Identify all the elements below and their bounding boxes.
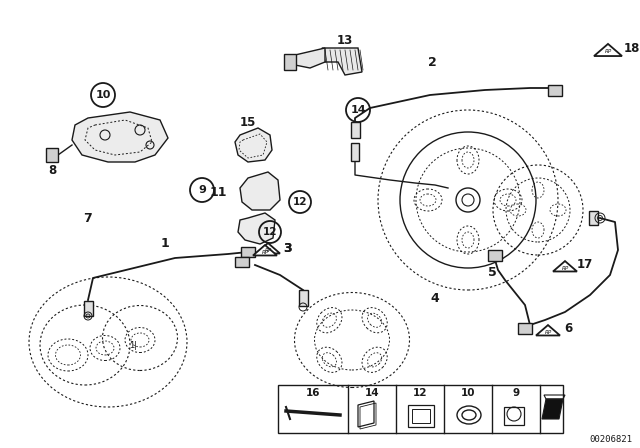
Bar	[278, 385, 563, 433]
Polygon shape	[594, 44, 622, 56]
Text: 15: 15	[240, 116, 256, 129]
FancyBboxPatch shape	[518, 323, 532, 333]
Text: 3: 3	[284, 241, 292, 254]
Text: 16: 16	[306, 388, 320, 398]
FancyBboxPatch shape	[298, 290, 307, 306]
Text: 9: 9	[198, 185, 206, 195]
Bar	[504, 407, 524, 425]
Text: 9: 9	[513, 388, 520, 398]
FancyBboxPatch shape	[351, 143, 359, 161]
Polygon shape	[542, 399, 563, 419]
Text: RP: RP	[264, 248, 271, 253]
FancyBboxPatch shape	[351, 122, 360, 138]
Text: 12: 12	[263, 227, 277, 237]
Text: 7: 7	[84, 211, 92, 224]
Text: 17: 17	[577, 258, 593, 271]
FancyBboxPatch shape	[241, 247, 255, 257]
Text: 4: 4	[431, 292, 440, 305]
Polygon shape	[322, 48, 362, 75]
Text: RP: RP	[604, 49, 612, 55]
Text: 8: 8	[48, 164, 56, 177]
Text: 5: 5	[488, 266, 497, 279]
Text: 12: 12	[292, 197, 307, 207]
Text: 6: 6	[564, 322, 572, 335]
Text: RP: RP	[545, 330, 552, 335]
Text: 14: 14	[365, 388, 380, 398]
Text: 11: 11	[209, 185, 227, 198]
Polygon shape	[553, 261, 577, 271]
Polygon shape	[240, 172, 280, 210]
Polygon shape	[72, 112, 168, 162]
Polygon shape	[536, 325, 560, 336]
Text: 13: 13	[337, 34, 353, 47]
Bar	[412, 409, 430, 423]
Text: 2: 2	[428, 56, 436, 69]
Text: 14: 14	[350, 105, 366, 115]
Text: 10: 10	[461, 388, 476, 398]
FancyBboxPatch shape	[83, 301, 93, 315]
FancyBboxPatch shape	[548, 85, 562, 95]
FancyBboxPatch shape	[488, 250, 502, 260]
Text: RP: RP	[261, 250, 269, 255]
FancyBboxPatch shape	[235, 257, 249, 267]
Text: 18: 18	[624, 42, 640, 55]
FancyBboxPatch shape	[284, 54, 296, 70]
Polygon shape	[256, 243, 280, 254]
Text: 1: 1	[161, 237, 170, 250]
Polygon shape	[295, 48, 325, 68]
Polygon shape	[238, 213, 275, 244]
Text: 1|: 1|	[129, 340, 137, 349]
Bar	[408, 405, 434, 427]
FancyBboxPatch shape	[46, 148, 58, 162]
FancyBboxPatch shape	[589, 211, 598, 225]
Text: 10: 10	[95, 90, 111, 100]
Text: 00206821: 00206821	[589, 435, 632, 444]
Polygon shape	[253, 245, 277, 255]
Text: 12: 12	[413, 388, 428, 398]
Polygon shape	[235, 128, 272, 162]
Text: RP: RP	[561, 266, 568, 271]
Text: 3: 3	[284, 241, 292, 254]
